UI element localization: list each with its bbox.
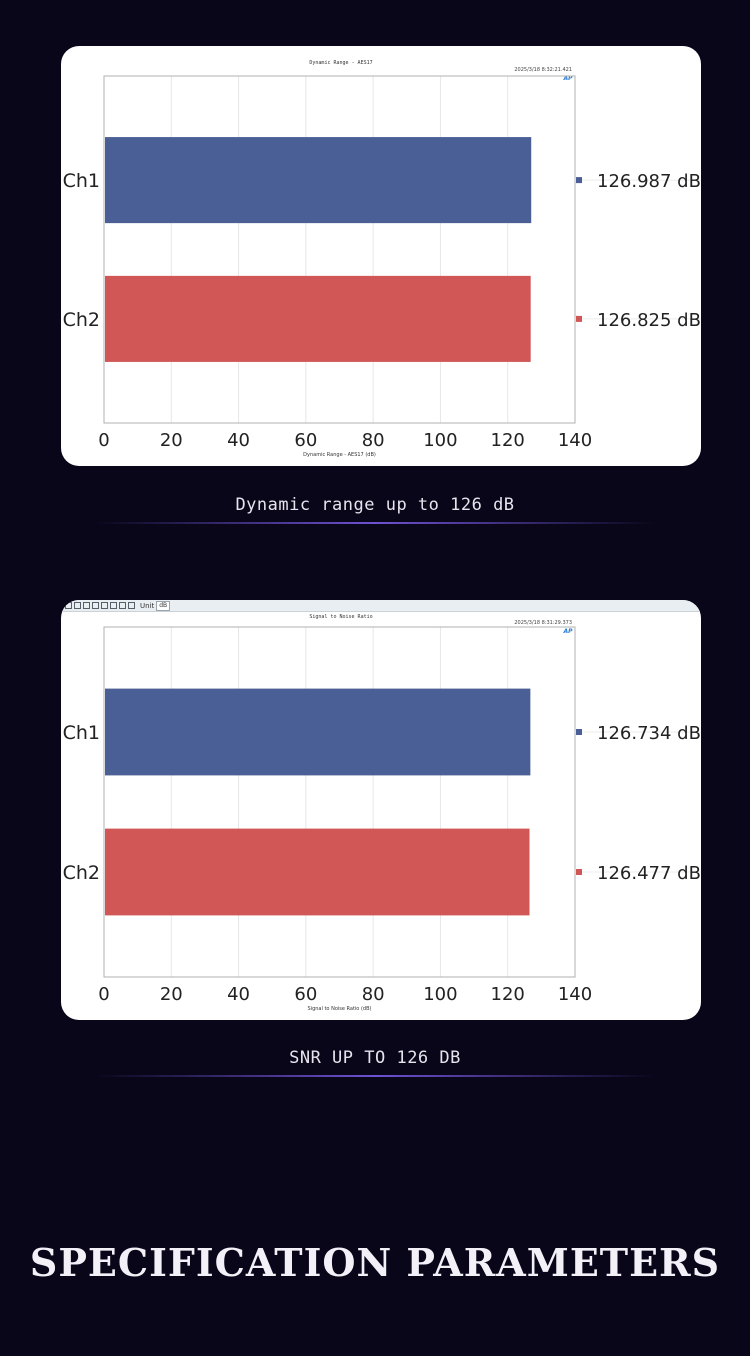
caption-divider (95, 1075, 655, 1077)
snr-caption: SNR UP TO 126 DB (289, 1048, 461, 1068)
chart-title: Dynamic Range - AES17 (309, 60, 372, 66)
bar-ch2 (105, 275, 531, 362)
legend-marker (576, 315, 582, 322)
toolbar-unit-label: Unit (140, 601, 155, 610)
value-label: 126.987 dB (597, 171, 701, 192)
x-tick-label: 100 (423, 430, 457, 451)
x-tick-label: 0 (98, 430, 109, 451)
x-tick-label: 120 (491, 984, 525, 1005)
toolbar-list-icon[interactable] (110, 602, 117, 609)
analyzer-toolbar: Unit dB (61, 600, 701, 612)
caption-divider (95, 522, 655, 524)
toolbar-copy-icon[interactable] (65, 602, 72, 609)
category-label: Ch1 (63, 170, 100, 192)
toolbar-zoom-icon[interactable] (83, 602, 90, 609)
chart-timestamp: 2025/3/18 8:31:29.373 (514, 620, 572, 626)
section-title: SPECIFICATION PARAMETERS (29, 1240, 721, 1285)
x-tick-label: 40 (227, 430, 250, 451)
value-label: 126.477 dB (597, 863, 701, 884)
category-label: Ch2 (63, 862, 100, 884)
toolbar-save-icon[interactable] (74, 602, 81, 609)
value-label: 126.734 dB (597, 723, 701, 744)
snr-chart-card: Signal to Noise Ratio 2025/3/18 8:31:29.3… (61, 600, 701, 1020)
dynamic-range-chart-card: Dynamic Range - AES17 2025/3/18 8:32:21.4… (61, 46, 701, 466)
x-tick-label: 100 (423, 984, 457, 1005)
dynamic-range-caption: Dynamic range up to 126 dB (235, 495, 515, 515)
x-tick-label: 40 (227, 984, 250, 1005)
x-tick-label: 120 (491, 430, 525, 451)
x-axis-label: Signal to Noise Ratio (dB) (308, 1006, 372, 1012)
x-tick-label: 20 (160, 984, 183, 1005)
legend-marker (576, 729, 582, 735)
bar-ch2 (105, 828, 530, 916)
x-tick-label: 140 (558, 430, 592, 451)
legend-marker (576, 869, 582, 875)
category-label: Ch1 (63, 722, 100, 744)
x-tick-label: 80 (362, 430, 385, 451)
chart-title: Signal to Noise Ratio (309, 614, 372, 620)
legend-marker (576, 177, 582, 184)
toolbar-unit-select[interactable]: dB (156, 600, 171, 611)
toolbar-text-icon[interactable] (119, 602, 126, 609)
ap-logo-icon: AP (562, 628, 573, 635)
toolbar-export-icon[interactable] (101, 602, 108, 609)
x-tick-label: 20 (160, 430, 183, 451)
snr-chart: Signal to Noise Ratio 2025/3/18 8:31:29.3… (63, 614, 701, 1012)
x-tick-label: 80 (362, 984, 385, 1005)
chart-timestamp: 2025/3/18 8:32:21.421 (514, 67, 572, 73)
ap-logo-icon: AP (562, 75, 573, 82)
x-tick-label: 60 (294, 984, 317, 1005)
plot-area (103, 75, 576, 424)
plot-area (103, 626, 576, 978)
toolbar-settings-icon[interactable] (128, 602, 135, 609)
x-tick-label: 0 (98, 984, 109, 1005)
toolbar-grid-icon[interactable] (92, 602, 99, 609)
category-label: Ch2 (63, 309, 100, 331)
x-axis-label: Dynamic Range - AES17 (dB) (303, 452, 376, 458)
bar-ch1 (105, 137, 532, 224)
x-tick-label: 140 (558, 984, 592, 1005)
bar-ch1 (105, 688, 531, 776)
x-tick-label: 60 (294, 430, 317, 451)
value-label: 126.825 dB (597, 310, 701, 331)
dynamic-range-chart: Dynamic Range - AES17 2025/3/18 8:32:21.4… (63, 60, 701, 458)
